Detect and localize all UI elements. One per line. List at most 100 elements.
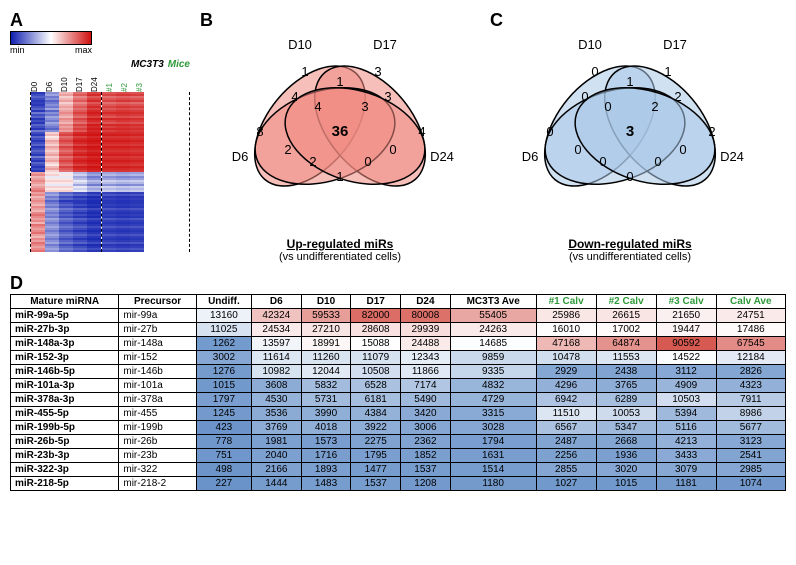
mature-mirna-cell: miR-26b-5p xyxy=(11,435,119,449)
precursor-cell: mir-101a xyxy=(119,379,196,393)
value-cell: 5490 xyxy=(401,393,451,407)
table-row: miR-26b-5pmir-26b77819811573227523621794… xyxy=(11,435,786,449)
svg-text:2: 2 xyxy=(674,89,681,104)
value-cell: 3028 xyxy=(450,421,536,435)
value-cell: 1074 xyxy=(716,477,785,491)
value-cell: 2275 xyxy=(351,435,401,449)
heatmap-col-label: D6 xyxy=(45,70,59,92)
table-header: Precursor xyxy=(119,295,196,309)
value-cell: 11614 xyxy=(251,351,301,365)
value-cell: 4018 xyxy=(301,421,351,435)
table-row: miR-99a-5pmir-99a13160423245953382000800… xyxy=(11,309,786,323)
heatmap-col-label: #1 xyxy=(105,70,119,92)
svg-text:D17: D17 xyxy=(663,37,687,52)
table-header: D10 xyxy=(301,295,351,309)
heatmap-col-label: D17 xyxy=(75,70,89,92)
svg-text:D6: D6 xyxy=(522,149,539,164)
value-cell: 25986 xyxy=(536,309,596,323)
precursor-cell: mir-27b xyxy=(119,323,196,337)
table-header: #1 Calv xyxy=(536,295,596,309)
precursor-cell: mir-218-2 xyxy=(119,477,196,491)
value-cell: 3765 xyxy=(596,379,656,393)
table-row: miR-152-3pmir-15230021161411260110791234… xyxy=(11,351,786,365)
panel-c-label: C xyxy=(490,10,503,31)
svg-text:0: 0 xyxy=(546,124,553,139)
value-cell: 1797 xyxy=(196,393,251,407)
svg-text:1: 1 xyxy=(336,74,343,89)
value-cell: 5116 xyxy=(656,421,716,435)
svg-text:3: 3 xyxy=(626,123,634,140)
value-cell: 10982 xyxy=(251,365,301,379)
mature-mirna-cell: miR-146b-5p xyxy=(11,365,119,379)
table-row: miR-23b-3pmir-23b75120401716179518521631… xyxy=(11,449,786,463)
value-cell: 10508 xyxy=(351,365,401,379)
value-cell: 28608 xyxy=(351,323,401,337)
value-cell: 4384 xyxy=(351,407,401,421)
value-cell: 24488 xyxy=(401,337,451,351)
value-cell: 11553 xyxy=(596,351,656,365)
svg-text:3: 3 xyxy=(384,89,391,104)
svg-text:0: 0 xyxy=(654,154,661,169)
mature-mirna-cell: miR-455-5p xyxy=(11,407,119,421)
value-cell: 5394 xyxy=(656,407,716,421)
precursor-cell: mir-23b xyxy=(119,449,196,463)
panel-d-label: D xyxy=(10,273,23,293)
value-cell: 13597 xyxy=(251,337,301,351)
value-cell: 3420 xyxy=(401,407,451,421)
panel-a: A min max MC3T3 Mice D0D6D10D17D24#1#2#3 xyxy=(10,10,190,252)
value-cell: 12044 xyxy=(301,365,351,379)
svg-text:3: 3 xyxy=(361,99,368,114)
svg-text:0: 0 xyxy=(599,154,606,169)
svg-text:D6: D6 xyxy=(232,149,249,164)
mature-mirna-cell: miR-99a-5p xyxy=(11,309,119,323)
value-cell: 4323 xyxy=(716,379,785,393)
table-header: MC3T3 Ave xyxy=(450,295,536,309)
value-cell: 3002 xyxy=(196,351,251,365)
precursor-cell: mir-322 xyxy=(119,463,196,477)
value-cell: 16010 xyxy=(536,323,596,337)
svg-text:3: 3 xyxy=(374,64,381,79)
heatmap-col-label: #3 xyxy=(135,70,149,92)
table-header: #2 Calv xyxy=(596,295,656,309)
value-cell: 1208 xyxy=(401,477,451,491)
table-row: miR-199b-5pmir-199b423376940183922300630… xyxy=(11,421,786,435)
legend-min: min xyxy=(10,45,25,55)
value-cell: 1477 xyxy=(351,463,401,477)
value-cell: 4296 xyxy=(536,379,596,393)
value-cell: 11510 xyxy=(536,407,596,421)
value-cell: 1245 xyxy=(196,407,251,421)
value-cell: 4530 xyxy=(251,393,301,407)
value-cell: 1181 xyxy=(656,477,716,491)
value-cell: 18991 xyxy=(301,337,351,351)
value-cell: 2826 xyxy=(716,365,785,379)
value-cell: 14522 xyxy=(656,351,716,365)
svg-text:1: 1 xyxy=(626,74,633,89)
mature-mirna-cell: miR-199b-5p xyxy=(11,421,119,435)
value-cell: 6942 xyxy=(536,393,596,407)
value-cell: 2668 xyxy=(596,435,656,449)
venn-b-diagram: D10D17D6D241384143432036120 xyxy=(210,31,470,231)
value-cell: 47168 xyxy=(536,337,596,351)
value-cell: 13160 xyxy=(196,309,251,323)
value-cell: 1015 xyxy=(196,379,251,393)
value-cell: 24751 xyxy=(716,309,785,323)
value-cell: 3006 xyxy=(401,421,451,435)
value-cell: 7911 xyxy=(716,393,785,407)
value-cell: 1716 xyxy=(301,449,351,463)
value-cell: 1483 xyxy=(301,477,351,491)
value-cell: 1276 xyxy=(196,365,251,379)
value-cell: 227 xyxy=(196,477,251,491)
value-cell: 1794 xyxy=(450,435,536,449)
panel-b: B D10D17D6D241384143432036120 Up-regulat… xyxy=(200,10,480,263)
heatmap-header-mice: Mice xyxy=(168,59,190,70)
mature-mirna-cell: miR-152-3p xyxy=(11,351,119,365)
value-cell: 3536 xyxy=(251,407,301,421)
value-cell: 423 xyxy=(196,421,251,435)
svg-text:1: 1 xyxy=(301,64,308,79)
value-cell: 3990 xyxy=(301,407,351,421)
value-cell: 1537 xyxy=(401,463,451,477)
precursor-cell: mir-152 xyxy=(119,351,196,365)
value-cell: 64874 xyxy=(596,337,656,351)
table-header: D6 xyxy=(251,295,301,309)
value-cell: 90592 xyxy=(656,337,716,351)
